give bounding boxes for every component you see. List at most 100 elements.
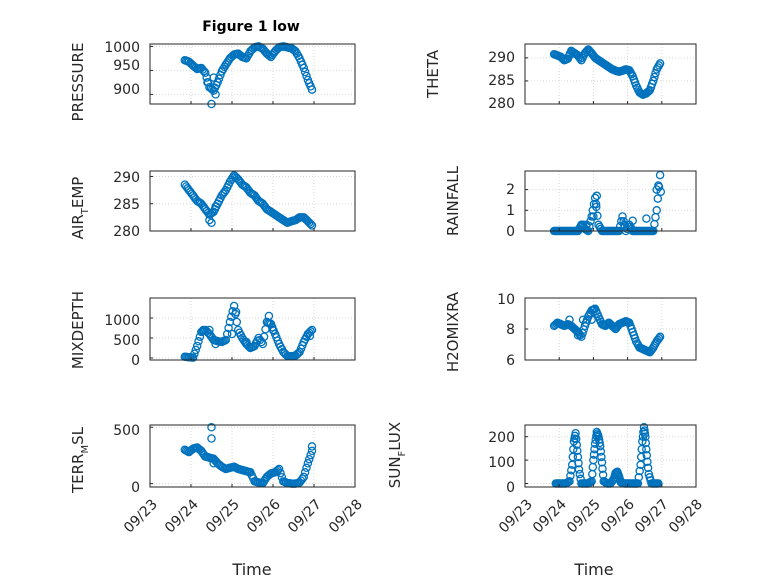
ticks — [149, 45, 356, 104]
data-point — [209, 459, 218, 468]
data-point — [585, 478, 594, 487]
xtick-label: 09/25 — [203, 497, 243, 537]
data-point — [225, 177, 235, 187]
plot-area — [150, 425, 355, 487]
ytick-label: 8 — [506, 322, 515, 338]
ytick-label: 290 — [113, 170, 140, 186]
data-point — [199, 325, 208, 335]
ytick-label: 500 — [113, 333, 140, 349]
xtick-label: 09/24 — [530, 496, 570, 536]
data-point — [653, 194, 663, 203]
data-point — [590, 193, 600, 203]
data-point — [307, 442, 317, 451]
data-point — [203, 78, 212, 87]
data-point — [232, 317, 242, 327]
y-axis-label: TERRMSL — [69, 426, 91, 494]
plot-area — [150, 171, 355, 231]
ytick-label: 950 — [113, 58, 140, 74]
data-point — [642, 444, 651, 454]
data-point — [654, 334, 664, 343]
data-point — [573, 446, 582, 455]
data-point — [300, 67, 310, 77]
data-point — [595, 438, 604, 448]
data-point — [274, 464, 284, 474]
x-axis-label: Time — [573, 560, 613, 579]
ytick-label: 6 — [506, 353, 515, 369]
data-point — [565, 476, 574, 486]
xtick-label: 09/28 — [326, 497, 366, 537]
data-point — [207, 434, 216, 443]
figure-title: Figure 1 low — [202, 19, 300, 35]
data-point — [578, 220, 588, 230]
plot-area — [525, 171, 696, 231]
subplot-mixdepth: 0 500 1000 MIXDEPTH — [69, 291, 356, 369]
ytick-label: 0 — [506, 224, 515, 240]
data-point — [571, 428, 580, 438]
ticks — [524, 297, 697, 361]
data-points — [549, 45, 665, 100]
data-point — [594, 435, 604, 445]
data-point — [305, 331, 315, 341]
data-point — [578, 315, 588, 324]
data-point — [242, 337, 251, 347]
data-point — [589, 212, 598, 221]
data-point — [307, 446, 317, 456]
data-point — [652, 185, 661, 194]
ticks — [524, 57, 697, 105]
data-point — [214, 74, 224, 83]
x-axis-label: Time — [231, 560, 271, 579]
xtick-label: 09/27 — [285, 497, 325, 537]
data-point — [594, 432, 603, 441]
data-point — [304, 328, 314, 337]
data-point — [222, 329, 232, 339]
data-point — [299, 63, 309, 73]
data-point — [306, 219, 315, 229]
data-point — [201, 68, 210, 78]
subplot-theta: 280 285 290 THETA — [424, 43, 697, 112]
axes-box — [524, 424, 697, 488]
data-point — [575, 469, 585, 479]
data-point — [574, 458, 583, 468]
xtick-label: 09/25 — [564, 497, 604, 537]
data-point — [635, 466, 644, 476]
subplot-h2omixra: 6 8 10 H2OMIXRA — [444, 291, 697, 372]
axes-box — [524, 43, 697, 105]
data-point — [277, 472, 287, 482]
ytick-label: 1000 — [104, 40, 140, 56]
data-point — [299, 472, 309, 482]
data-point — [207, 218, 216, 228]
axes-box — [149, 424, 356, 488]
data-point — [304, 454, 314, 464]
data-point — [573, 452, 583, 462]
ytick-label: 500 — [113, 423, 140, 439]
data-point — [306, 327, 315, 336]
y-axis-label: SUNFLUX — [386, 422, 408, 488]
data-point — [644, 86, 653, 96]
data-point — [650, 72, 659, 82]
data-point — [589, 450, 599, 459]
ytick-label: 280 — [488, 96, 515, 112]
ticks — [149, 175, 356, 232]
xtick-label: 09/23 — [496, 497, 536, 537]
xtick-label: 09/28 — [666, 497, 706, 537]
data-point — [589, 455, 598, 465]
data-point — [592, 202, 601, 212]
y-axis-label: H2OMIXRA — [444, 291, 462, 372]
data-point — [188, 353, 198, 362]
data-point — [634, 473, 644, 482]
ytick-label: 0 — [506, 480, 515, 496]
data-point — [643, 463, 653, 473]
ticks — [524, 436, 697, 487]
ytick-label: 200 — [488, 430, 515, 446]
y-axis-label: PRESSURE — [69, 43, 87, 122]
subplot-terr-msl: 0 500 TERRMSL 09/23 09/24 09/25 09/26 09… — [69, 423, 366, 579]
data-point — [642, 214, 651, 223]
data-points — [549, 304, 665, 357]
data-point — [598, 464, 607, 473]
ytick-label: 285 — [113, 197, 140, 213]
y-axis-label: THETA — [424, 49, 442, 99]
data-point — [307, 221, 317, 230]
data-point — [591, 199, 601, 209]
data-point — [578, 328, 587, 338]
